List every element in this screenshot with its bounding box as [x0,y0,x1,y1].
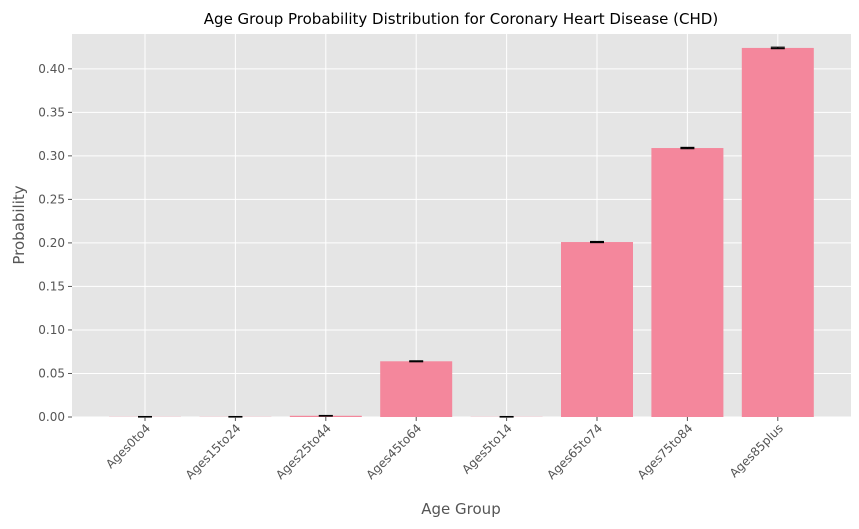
bars [109,47,814,417]
x-tick-label: Ages75to84 [635,421,696,482]
x-tick-label: Ages85plus [727,421,786,480]
x-tick-label: Ages45to64 [363,421,424,482]
x-axis-label: Age Group [421,500,500,518]
y-tick-label: 0.35 [38,105,65,119]
x-tick-label: Ages25to44 [273,421,334,482]
y-tick-label: 0.40 [38,62,65,76]
bar-Ages45to64 [380,361,453,417]
error-bar-Ages45to64 [409,360,424,363]
y-axis-label: Probability [10,185,28,264]
y-tick-label: 0.30 [38,149,65,163]
plot-background [72,34,851,417]
error-bar-Ages85plus [770,46,785,50]
y-tick-label: 0.20 [38,236,65,250]
bar-Ages75to84 [651,148,724,417]
y-tick-label: 0.00 [38,410,65,424]
error-bar-Ages25to44 [318,414,333,417]
error-bar-Ages65to74 [590,240,604,244]
x-tick-label: Ages15to24 [183,421,244,482]
y-ticks: 0.00 0.05 0.10 0.15 0.20 0.25 0.30 0.35 0.40 [38,62,72,424]
bar-Ages85plus [741,47,814,417]
x-tick-label: Ages0to4 [103,421,153,471]
x-tick-label: Ages65to74 [544,421,605,482]
x-tick-label: Ages5to14 [459,421,514,476]
y-tick-label: 0.10 [38,323,65,337]
y-tick-label: 0.05 [38,366,65,380]
y-tick-label: 0.25 [38,192,65,206]
bar-Ages65to74 [561,242,633,417]
x-ticks: Ages0to4 Ages15to24 Ages25to44 Ages45to64 Ag… [103,417,786,482]
y-tick-label: 0.15 [38,279,65,293]
chart-title: Age Group Probability Distribution for C… [204,10,718,28]
error-bar-Ages75to84 [680,146,695,150]
grid-lines [72,34,851,418]
